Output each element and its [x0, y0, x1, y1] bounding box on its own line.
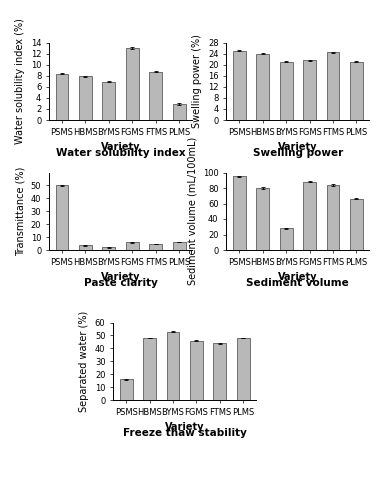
X-axis label: Variety: Variety — [165, 422, 204, 432]
Bar — [237, 338, 250, 400]
Bar — [280, 62, 293, 120]
Bar — [173, 104, 186, 120]
Y-axis label: Transmittance (%): Transmittance (%) — [15, 166, 25, 256]
Text: Swelling power: Swelling power — [253, 148, 343, 158]
Bar — [326, 185, 339, 250]
Bar — [143, 338, 156, 400]
Bar — [303, 60, 316, 120]
X-axis label: Variety: Variety — [278, 142, 317, 152]
Bar — [167, 332, 179, 400]
Bar — [190, 340, 203, 400]
Bar — [233, 176, 246, 250]
Text: Water solubility index: Water solubility index — [56, 148, 185, 158]
Bar — [126, 242, 139, 250]
Y-axis label: Swelling power (%): Swelling power (%) — [192, 34, 202, 128]
Bar — [126, 48, 139, 120]
Text: Paste clarity: Paste clarity — [84, 278, 158, 287]
Bar — [256, 188, 269, 250]
Bar — [103, 248, 115, 250]
Bar — [149, 244, 162, 250]
Bar — [55, 74, 69, 120]
Bar — [173, 242, 186, 250]
Bar — [350, 62, 363, 120]
Bar — [79, 246, 92, 250]
Bar — [280, 228, 293, 250]
Y-axis label: Separated water (%): Separated water (%) — [79, 310, 89, 412]
Bar — [213, 343, 226, 400]
Bar — [303, 182, 316, 250]
X-axis label: Variety: Variety — [101, 142, 140, 152]
Bar — [120, 380, 133, 400]
Bar — [55, 186, 69, 250]
Bar — [103, 82, 115, 120]
Bar — [350, 199, 363, 250]
Bar — [326, 52, 339, 120]
Text: Sediment volume: Sediment volume — [247, 278, 349, 287]
Bar — [149, 72, 162, 120]
X-axis label: Variety: Variety — [278, 272, 317, 282]
Bar — [256, 54, 269, 120]
Y-axis label: Sediment volume (mL/100mL): Sediment volume (mL/100mL) — [187, 137, 197, 286]
Y-axis label: Water solubility index (%): Water solubility index (%) — [15, 18, 25, 144]
Bar — [79, 76, 92, 120]
Text: Freeze thaw stability: Freeze thaw stability — [123, 428, 247, 438]
Bar — [233, 51, 246, 120]
X-axis label: Variety: Variety — [101, 272, 140, 282]
